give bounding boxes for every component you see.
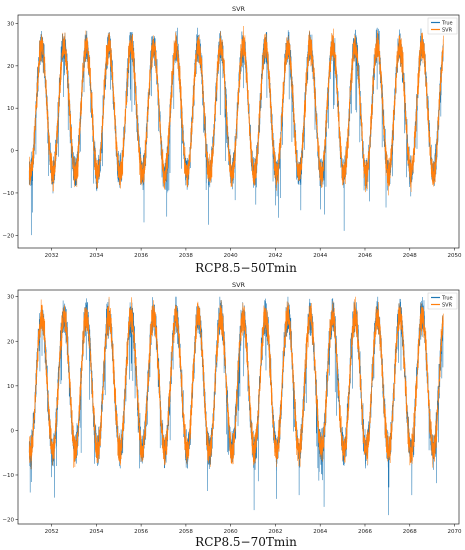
y-tick-label: 30 [7, 295, 14, 301]
x-tick-label: 2070 [448, 529, 462, 535]
x-tick-label: 2056 [134, 529, 148, 535]
y-tick-label: 0 [11, 428, 15, 434]
y-tick-label: −10 [2, 191, 14, 197]
chart-caption: RCP8.5−50Tmin [195, 261, 297, 275]
x-tick-label: 2032 [45, 253, 59, 259]
series-line-svr [28, 26, 444, 196]
chart-title: SVR [232, 281, 246, 289]
y-axis: 30 20 10 0 −10 −20 [2, 295, 18, 524]
x-tick-label: 2066 [358, 529, 372, 535]
x-tick-label: 2050 [448, 253, 462, 259]
x-tick-label: 2052 [45, 529, 59, 535]
x-tick-label: 2068 [403, 529, 417, 535]
y-tick-label: 30 [7, 21, 14, 27]
x-tick-label: 2034 [89, 253, 103, 259]
y-axis: 30 20 10 0 −10 −20 [2, 21, 18, 239]
y-tick-label: 10 [7, 384, 14, 390]
legend-label-true: True [441, 295, 453, 301]
x-tick-label: 2044 [313, 253, 327, 259]
series-line-svr [28, 296, 444, 470]
x-tick-label: 2042 [268, 253, 282, 259]
x-tick-label: 2060 [224, 529, 238, 535]
plot-frame [17, 14, 460, 249]
x-tick-label: 2038 [179, 253, 193, 259]
x-tick-label: 2064 [313, 529, 327, 535]
y-tick-label: 20 [7, 64, 14, 70]
legend-label-svr: SVR [442, 302, 453, 308]
x-tick-label: 2062 [268, 529, 282, 535]
x-tick-label: 2048 [403, 253, 417, 259]
x-tick-label: 2040 [224, 253, 238, 259]
series-layer [28, 296, 444, 516]
y-tick-label: 0 [11, 149, 15, 155]
y-tick-label: −20 [2, 233, 14, 239]
x-axis: 2052 2054 2056 2058 2060 2062 2064 2066 2068 2070 [45, 524, 462, 535]
legend: True SVR [427, 292, 458, 310]
chart-title: SVR [232, 5, 246, 13]
y-tick-label: 20 [7, 339, 14, 345]
legend: True SVR [427, 17, 458, 35]
legend-label-true: True [441, 20, 453, 26]
y-tick-label: −10 [2, 473, 14, 479]
x-axis: 2032 2034 2036 2038 2040 2042 2044 2046 2048 2050 [45, 248, 462, 259]
x-tick-label: 2058 [179, 529, 193, 535]
y-tick-label: −20 [2, 518, 14, 524]
x-tick-label: 2036 [134, 253, 148, 259]
x-tick-label: 2046 [358, 253, 372, 259]
y-tick-label: 10 [7, 106, 14, 112]
chart-caption: RCP8.5−70Tmin [195, 535, 297, 549]
plot-frame [17, 289, 460, 525]
legend-label-svr: SVR [442, 27, 453, 33]
x-tick-label: 2054 [89, 529, 103, 535]
series-layer [28, 26, 444, 236]
